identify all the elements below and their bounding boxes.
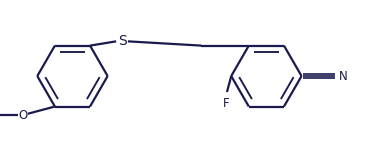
Text: S: S <box>118 34 126 48</box>
Text: F: F <box>223 97 229 110</box>
Text: N: N <box>339 70 347 83</box>
Text: O: O <box>18 109 28 122</box>
